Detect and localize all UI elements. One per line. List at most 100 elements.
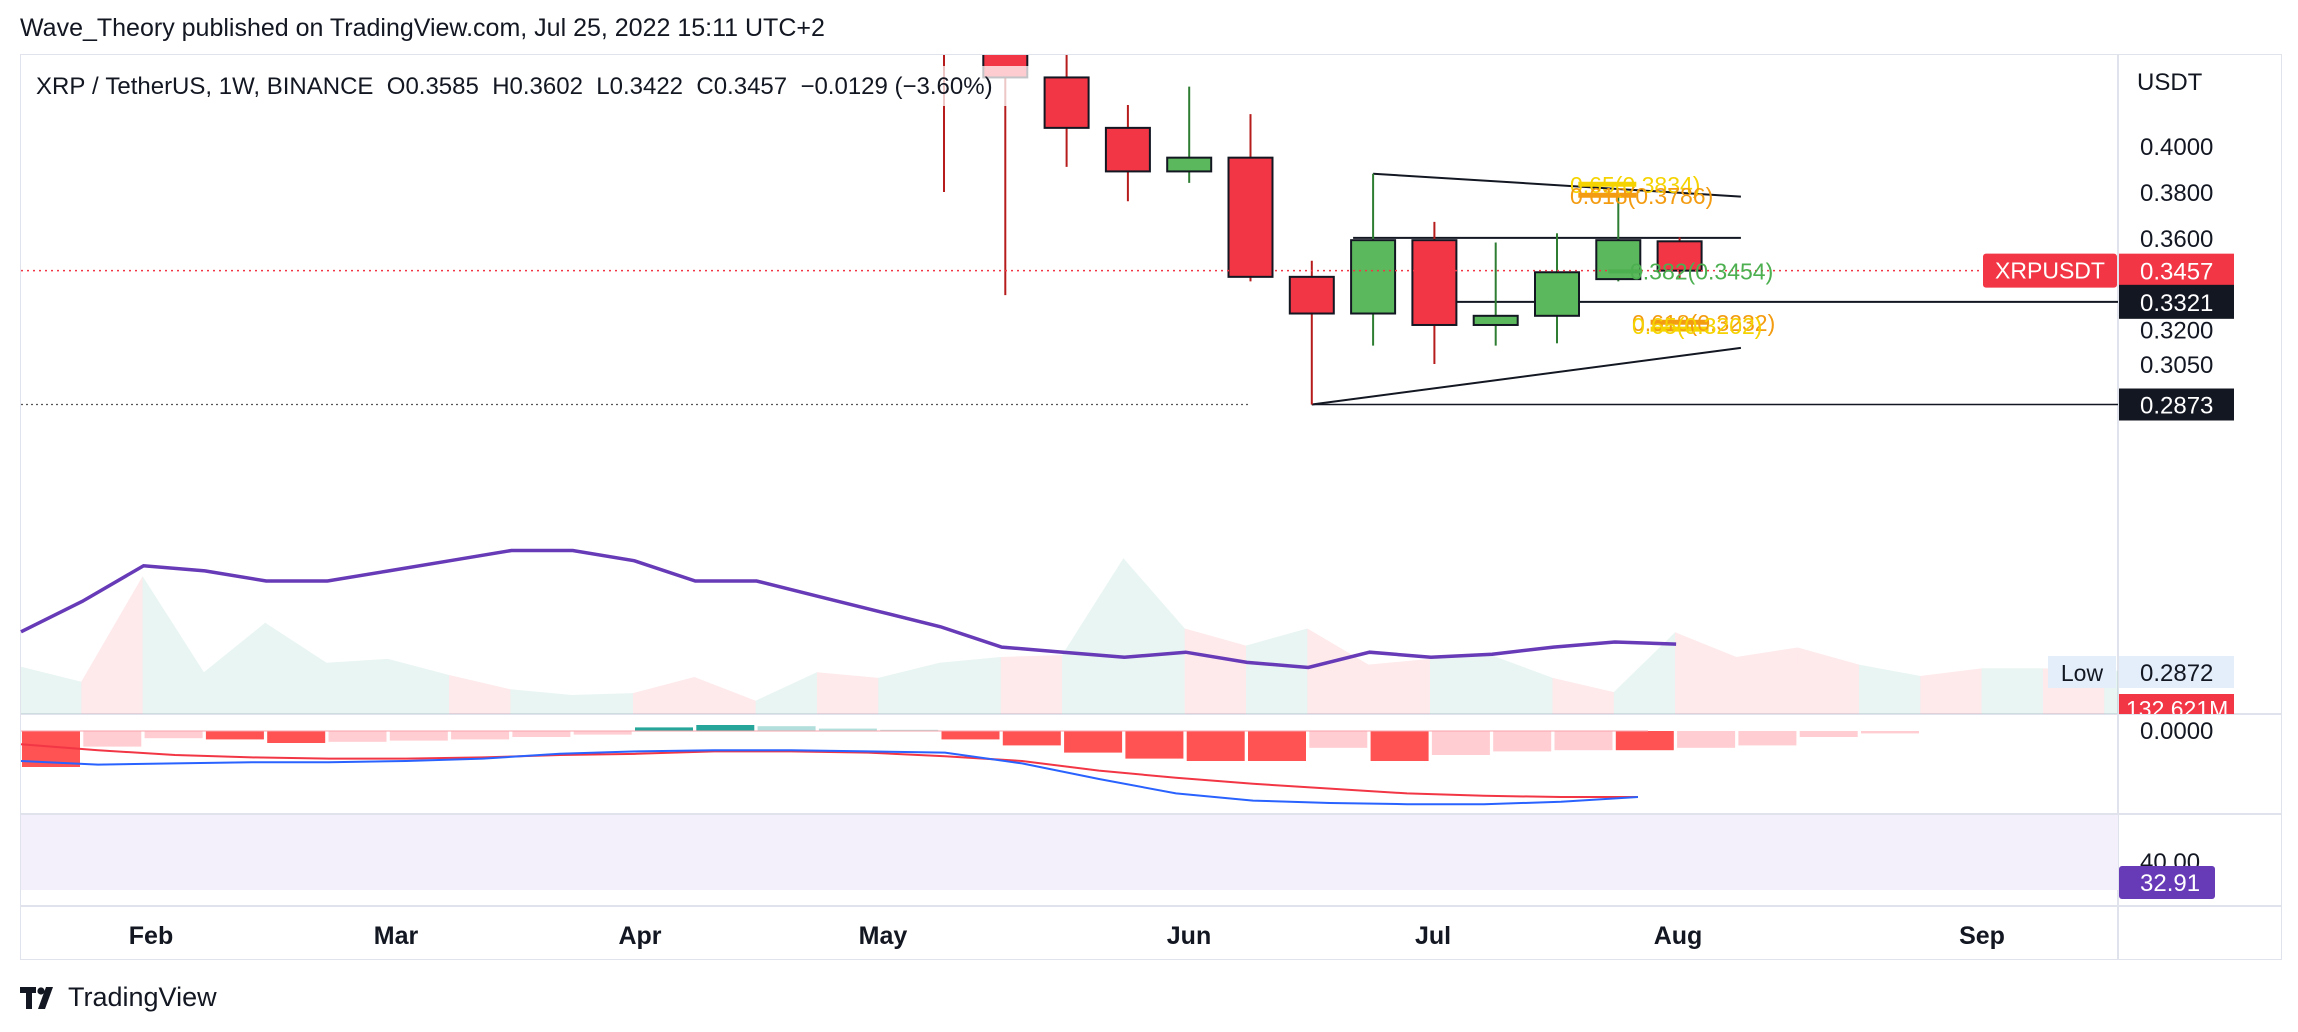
volume-area-segment bbox=[387, 658, 450, 714]
candle[interactable] bbox=[1288, 260, 1335, 405]
macd-histogram-bar bbox=[1677, 731, 1736, 748]
volume-area-segment bbox=[265, 622, 327, 714]
last-price-label: 0.3457 bbox=[2140, 259, 2213, 286]
macd-histogram-bar bbox=[1554, 731, 1613, 751]
volume-area-segment bbox=[694, 676, 756, 714]
low-line-tag-bg bbox=[2119, 388, 2234, 421]
macd-histogram-bar bbox=[757, 726, 816, 731]
volume-area-segment bbox=[1920, 668, 1982, 714]
macd-histogram-bar bbox=[1431, 731, 1490, 755]
publisher-header: Wave_Theory published on TradingView.com… bbox=[20, 14, 825, 42]
time-axis-label: May bbox=[859, 922, 908, 950]
macd-histogram-bar bbox=[205, 731, 264, 740]
macd-histogram-bar bbox=[328, 731, 387, 742]
volume-area-segment bbox=[510, 689, 572, 714]
candle[interactable] bbox=[1350, 173, 1397, 346]
macd-histogram-bar bbox=[635, 727, 693, 731]
level-tag-label: 0.3321 bbox=[2140, 290, 2213, 317]
time-axis-label: Jun bbox=[1167, 922, 1211, 950]
macd-line bbox=[20, 749, 1639, 806]
price-tick-label: 0.3200 bbox=[2140, 318, 2213, 345]
candle-body bbox=[982, 55, 1029, 79]
candle-body bbox=[1288, 275, 1335, 315]
volume-area-segment bbox=[1859, 664, 1921, 714]
volume-tag-bg bbox=[2119, 694, 2234, 714]
candle-body bbox=[1043, 76, 1090, 129]
candle-body bbox=[1227, 156, 1274, 278]
volume-area-segment bbox=[878, 662, 940, 714]
fib-label-top-0618: 0.618(0.3786) bbox=[1570, 183, 1713, 209]
tradingview-brand[interactable]: TradingView bbox=[20, 982, 217, 1013]
macd-histogram-bar bbox=[1799, 731, 1858, 737]
volume-area-segment bbox=[755, 672, 817, 714]
volume-area-segment bbox=[21, 666, 82, 714]
volume-area-segment bbox=[1123, 558, 1185, 714]
time-axis-label: Jul bbox=[1415, 922, 1451, 950]
volume-area-segment bbox=[1368, 658, 1430, 714]
volume-area-segment bbox=[816, 672, 879, 714]
price-tick-label: 0.3050 bbox=[2140, 352, 2213, 379]
volume-area-segment bbox=[1246, 628, 1308, 714]
candle-body bbox=[1411, 239, 1458, 326]
macd-histogram-bar bbox=[1002, 731, 1061, 746]
trendline-lower bbox=[1311, 346, 1742, 406]
candle-body bbox=[1656, 240, 1703, 272]
candle[interactable] bbox=[1166, 86, 1213, 183]
candle[interactable] bbox=[1227, 114, 1274, 282]
macd-histogram-bar bbox=[512, 731, 571, 737]
macd-histogram-bar bbox=[389, 731, 448, 741]
candle-body bbox=[1534, 271, 1580, 317]
candle-body bbox=[1350, 239, 1397, 315]
macd-histogram-bar bbox=[1309, 731, 1368, 748]
candle-body bbox=[1472, 314, 1519, 326]
volume-area-segment bbox=[633, 676, 695, 714]
volume-area-segment bbox=[203, 622, 266, 714]
fib-label-0382: 0.382(0.3454) bbox=[1630, 258, 1773, 284]
macd-histogram-bar bbox=[267, 731, 326, 743]
volume-tag-label: 132.621M bbox=[2126, 696, 2228, 722]
time-axis-label: Apr bbox=[618, 922, 661, 950]
candle[interactable] bbox=[1043, 32, 1090, 167]
macd-histogram-bar bbox=[83, 731, 142, 747]
candle[interactable] bbox=[1104, 104, 1151, 202]
volume-area-segment bbox=[1429, 655, 1492, 714]
macd-histogram-bar bbox=[573, 731, 632, 735]
fib-label-top-065: 0.65(0.3834) bbox=[1570, 172, 1700, 198]
macd-histogram-bar bbox=[1738, 731, 1797, 746]
volume-area-segment bbox=[1981, 668, 2043, 714]
macd-histogram-bar bbox=[1186, 731, 1245, 761]
volume-area-segment bbox=[1552, 677, 1614, 714]
volume-area-segment bbox=[1307, 628, 1369, 714]
volume-area-segment bbox=[1797, 647, 1859, 714]
macd-histogram-bar bbox=[1861, 731, 1919, 734]
candle[interactable] bbox=[1656, 237, 1703, 279]
candle[interactable] bbox=[1472, 242, 1519, 346]
time-axis-label: Sep bbox=[1959, 922, 2005, 950]
tradingview-logo-icon bbox=[20, 986, 53, 1009]
trendline-upper bbox=[1373, 172, 1741, 198]
legend-background bbox=[28, 66, 1038, 106]
candle[interactable] bbox=[1411, 221, 1458, 364]
rsi-value-bg bbox=[2119, 866, 2215, 899]
tradingview-brand-text: TradingView bbox=[68, 982, 217, 1012]
currency-label: USDT bbox=[2137, 69, 2203, 96]
fib-label-bot-0618: 0.618(0.3232) bbox=[1632, 310, 1775, 336]
main-pane[interactable] bbox=[20, 0, 2298, 714]
volume-area-segment bbox=[939, 657, 1001, 714]
macd-histogram-bar bbox=[144, 731, 203, 739]
candle[interactable] bbox=[1534, 233, 1580, 344]
volume-tag-group: 132.621M bbox=[2126, 696, 2228, 722]
macd-histogram-bar bbox=[696, 725, 755, 731]
price-tick-label: 0.3800 bbox=[2140, 180, 2213, 207]
time-axis-label: Mar bbox=[374, 922, 419, 950]
macd-histogram-bar bbox=[1615, 731, 1674, 751]
low-value-label: 0.2872 bbox=[2140, 660, 2213, 687]
macd-histogram-bar bbox=[451, 731, 510, 740]
candle[interactable] bbox=[982, 0, 1029, 296]
ohlc-legend: XRP / TetherUS, 1W, BINANCE O0.3585 H0.3… bbox=[36, 73, 993, 100]
candle-body bbox=[1166, 156, 1213, 173]
level-tag-bg bbox=[2119, 284, 2234, 319]
macd-histogram-bar bbox=[1125, 731, 1184, 759]
candle-body bbox=[1104, 126, 1151, 173]
